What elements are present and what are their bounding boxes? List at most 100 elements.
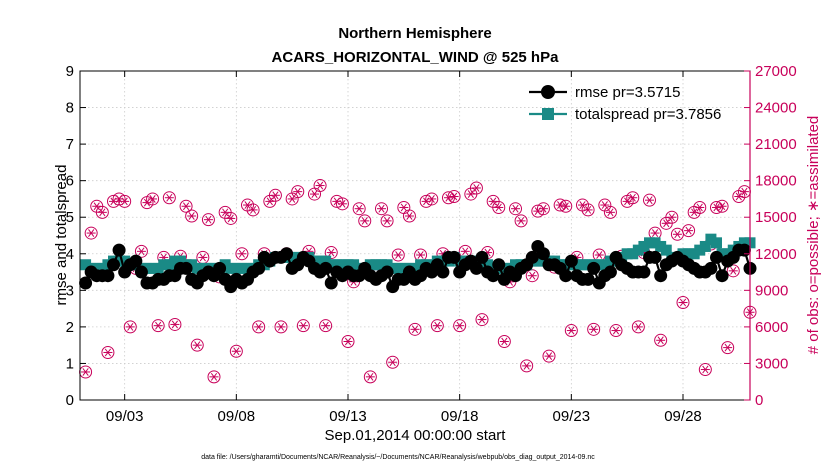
totalspread-point: [694, 244, 706, 256]
y-axis-right: 0 3000 6000 9000 12000 15000 18000 21000 24000 27…: [744, 63, 797, 409]
totalspread-point: [331, 259, 343, 271]
obs-possible-point: [514, 214, 528, 228]
obs-assimilated-point: [148, 195, 158, 203]
obs-assimilated-point: [516, 216, 526, 225]
obs-assimilated-point: [276, 322, 286, 331]
obs-assimilated-point: [678, 298, 688, 307]
obs-possible-point: [581, 203, 595, 217]
totalspread-point: [677, 248, 689, 260]
rmse-point: [536, 247, 550, 261]
obs-assimilated-point: [125, 322, 135, 331]
rmse-point: [101, 269, 115, 283]
rmse-point: [324, 276, 338, 290]
totalspread-point: [476, 259, 488, 271]
totalspread-point: [147, 262, 159, 274]
obs-assimilated-point: [672, 230, 682, 239]
totalspread-point: [186, 259, 198, 271]
obs-possible-point: [492, 200, 506, 214]
y-left-tick-label: 7: [66, 136, 74, 153]
obs-possible-point: [319, 319, 333, 333]
obs-possible-point: [430, 319, 444, 333]
rmse-point: [715, 269, 729, 283]
obs-assimilated-point: [460, 247, 470, 256]
obs-assimilated-point: [432, 321, 442, 330]
y-left-tick-label: 5: [66, 209, 74, 226]
obs-assimilated-point: [181, 202, 191, 211]
totalspread-point: [91, 262, 103, 274]
totalspread-point: [376, 259, 387, 271]
obs-assimilated-point: [628, 193, 638, 202]
totalspread-point: [342, 259, 354, 271]
totalspread-point: [152, 262, 164, 274]
totalspread-point: [325, 259, 337, 271]
obs-assimilated-point: [343, 337, 353, 346]
rmse-point: [710, 250, 723, 264]
obs-possible-point: [123, 320, 137, 334]
y-left-tick-label: 2: [66, 319, 74, 336]
obs-assimilated-point: [449, 192, 459, 201]
obs-assimilated-point: [92, 202, 102, 211]
obs-assimilated-point: [605, 208, 615, 217]
rmse-point: [134, 265, 148, 279]
obs-possible-point: [151, 319, 165, 333]
obs-possible-point: [207, 370, 221, 384]
y-right-tick-label: 3000: [755, 355, 788, 372]
totalspread-point: [638, 240, 650, 252]
obs-possible-point: [391, 248, 405, 262]
totalspread-point: [454, 255, 466, 267]
totalspread-point: [242, 262, 253, 274]
obs-possible-point: [469, 181, 483, 195]
legend-spread-marker: [542, 108, 554, 120]
totalspread-point: [230, 262, 242, 274]
obs-assimilated-point: [661, 219, 671, 228]
obs-possible-point: [335, 197, 349, 211]
totalspread-point: [392, 262, 404, 274]
y-axis-left: 0 1 2 3 4 5 6 7 8 9: [66, 63, 86, 409]
obs-possible-point: [268, 188, 282, 202]
totalspread-point: [722, 248, 734, 260]
y-right-tick-label: 18000: [755, 173, 797, 190]
obs-possible-point: [425, 192, 439, 206]
obs-possible-point: [419, 194, 433, 208]
totalspread-point: [364, 259, 376, 271]
obs-assimilated-point: [511, 204, 520, 213]
obs-assimilated-point: [739, 187, 749, 196]
obs-assimilated-point: [466, 190, 476, 198]
y-right-tick-label: 21000: [755, 136, 797, 153]
obs-possible-point: [185, 209, 199, 223]
obs-assimilated-point: [544, 352, 554, 361]
rmse-point: [179, 261, 193, 275]
obs-possible-point: [324, 246, 338, 260]
obs-assimilated-point: [270, 191, 280, 200]
obs-possible-point: [179, 199, 193, 213]
totalspread-point: [655, 240, 667, 252]
obs-possible-point: [693, 200, 707, 214]
obs-possible-point: [603, 205, 617, 219]
totalspread-point: [498, 262, 510, 274]
obs-assimilated-point: [393, 251, 403, 259]
totalspread-point: [236, 262, 248, 274]
totalspread-point: [537, 255, 549, 267]
totalspread-point: [119, 255, 131, 267]
rmse-point: [525, 250, 539, 264]
obs-assimilated-point: [650, 229, 660, 237]
obs-possible-point: [134, 244, 148, 258]
x-tick-label: 09/18: [441, 408, 479, 425]
obs-assimilated-point: [667, 213, 677, 222]
obs-possible-point: [296, 319, 310, 333]
obs-assimilated-point: [684, 226, 694, 235]
x-axis: 09/03 09/08 09/13 09/18 09/23 09/28: [106, 71, 702, 425]
obs-possible-point: [112, 192, 126, 206]
obs-possible-point: [520, 359, 534, 373]
totalspread-point: [141, 262, 153, 274]
totalspread-point: [711, 237, 722, 249]
totalspread-point: [604, 255, 616, 267]
obs-assimilated-point: [164, 193, 174, 202]
obs-possible-point: [587, 322, 601, 336]
obs-assimilated-point: [293, 187, 303, 196]
rmse-point: [380, 265, 394, 279]
y-left-tick-label: 6: [66, 173, 74, 190]
legend-rmse-label: rmse pr=3.5715: [575, 84, 680, 101]
obs-possible-point: [375, 202, 388, 216]
